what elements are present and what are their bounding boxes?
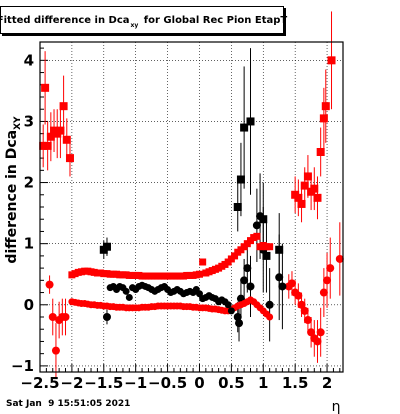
data-point-circle (51, 346, 60, 355)
plot-frame (39, 41, 344, 373)
data-point-circle (256, 212, 265, 221)
data-point-circle (125, 293, 133, 301)
data-point-square (39, 141, 48, 150)
data-point-circle (326, 264, 335, 273)
data-point-circle (297, 300, 306, 309)
data-point-square (310, 184, 319, 193)
data-point-circle (323, 276, 332, 285)
data-point-square (195, 270, 203, 278)
data-point-square (246, 117, 255, 126)
y-axis-label-subscript: XY (13, 116, 23, 130)
data-point-circle (252, 221, 261, 230)
data-point-square (46, 132, 55, 141)
y-tick-label: −1 (11, 357, 34, 375)
y-tick-label: 3 (24, 112, 34, 130)
data-point-circle (300, 306, 309, 315)
data-point-circle (266, 313, 274, 321)
data-point-circle (102, 313, 111, 321)
data-point-square (321, 102, 330, 111)
y-axis-label: difference in DcaXY (4, 116, 23, 264)
data-point-circle (233, 313, 242, 321)
data-point-circle (307, 328, 316, 337)
data-point-square (266, 243, 274, 251)
data-point-circle (240, 276, 249, 285)
y-tick-label: 1 (24, 235, 34, 253)
data-point-circle (235, 319, 244, 328)
data-point-square (294, 193, 303, 202)
data-point-circle (61, 313, 70, 321)
x-tick-label: 1.5 (282, 374, 309, 392)
data-point-circle (316, 328, 325, 337)
data-point-circle (45, 280, 54, 289)
data-point-square (297, 199, 306, 208)
data-point-circle (287, 279, 296, 288)
data-point-square (43, 141, 52, 150)
data-point-square (199, 258, 207, 266)
y-axis-label-main: difference in Dca (4, 130, 20, 264)
data-point-square (233, 203, 242, 211)
data-point-square (62, 135, 71, 144)
x-tick-label: 0.5 (218, 374, 245, 392)
x-tick-label: −0.5 (148, 374, 187, 392)
y-tick-label: 4 (24, 51, 34, 69)
data-point-circle (275, 273, 284, 282)
data-point-square (59, 102, 68, 111)
data-point-circle (243, 264, 252, 273)
x-tick-label: −2.5 (20, 374, 59, 392)
data-point-square (253, 232, 261, 240)
data-point-square (65, 154, 74, 163)
data-point-circle (313, 337, 322, 346)
data-point-square (41, 83, 50, 92)
data-point-circle (48, 313, 57, 321)
data-point-circle (246, 282, 255, 291)
x-tick-label: −1.5 (84, 374, 123, 392)
chart-title-rest: for Global Rec Pion EtapT (140, 14, 288, 26)
data-point-square (262, 251, 271, 260)
data-point-circle (224, 301, 232, 309)
data-point-square (316, 148, 325, 156)
data-point-square (102, 242, 111, 251)
x-axis-label: η (332, 399, 341, 414)
x-tick-label: 2 (322, 374, 332, 392)
y-tick-label: 2 (24, 174, 34, 192)
data-point-square (303, 172, 312, 181)
data-point-square (313, 193, 322, 202)
chart-title-subscript: xy (130, 21, 139, 29)
data-point-square (231, 252, 239, 260)
chart-title-box: Fitted difference in Dca xy for Global R… (0, 6, 287, 34)
x-tick-label: 0 (194, 374, 204, 392)
chart-title-main: Fitted difference in Dca (0, 14, 130, 26)
data-point-square (300, 181, 309, 190)
data-point-circle (319, 288, 328, 297)
y-tick-label: 0 (24, 296, 34, 314)
data-point-square (236, 175, 245, 184)
data-point-square (240, 123, 249, 132)
data-point-circle (303, 316, 312, 325)
data-point-square (319, 114, 328, 123)
data-point-circle (294, 291, 303, 300)
x-tick-label: −2 (60, 374, 83, 392)
timestamp-label: Sat Jan 9 15:51:05 2021 (6, 399, 131, 409)
data-point-circle (265, 300, 274, 309)
data-point-square (327, 56, 336, 65)
data-point-circle (278, 282, 287, 291)
x-tick-label: 1 (258, 374, 268, 392)
data-point-circle (227, 307, 235, 315)
data-point-circle (122, 287, 130, 295)
chart-title: Fitted difference in Dca xy for Global R… (0, 7, 287, 33)
x-tick-label: −1 (124, 374, 147, 392)
data-point-circle (335, 254, 344, 263)
data-point-square (56, 126, 65, 135)
